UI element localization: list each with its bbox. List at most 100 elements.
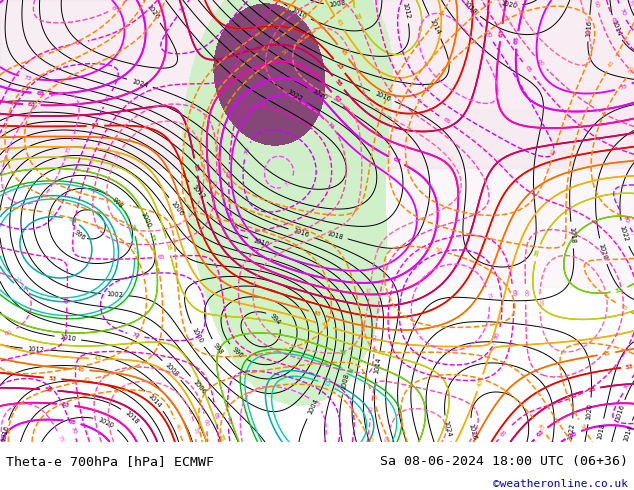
Text: 53: 53	[48, 375, 56, 381]
Text: 70: 70	[225, 416, 231, 424]
Text: 65: 65	[500, 428, 509, 438]
Text: 1024: 1024	[131, 78, 149, 89]
Text: 65: 65	[65, 294, 70, 302]
Text: 50: 50	[281, 47, 291, 55]
Text: 38: 38	[165, 243, 172, 251]
Text: 48: 48	[602, 350, 611, 357]
Text: 55: 55	[192, 426, 198, 434]
Text: 996: 996	[73, 229, 86, 241]
Text: 55: 55	[113, 150, 122, 160]
Text: 1010: 1010	[252, 237, 269, 248]
Text: 75: 75	[284, 179, 293, 188]
Text: 65: 65	[213, 411, 219, 419]
Text: 1010: 1010	[59, 334, 77, 343]
Text: 75: 75	[627, 0, 634, 7]
Text: 50: 50	[434, 247, 443, 254]
Text: 55: 55	[385, 434, 391, 442]
Text: 1026: 1026	[468, 422, 478, 440]
Text: 55: 55	[583, 16, 589, 25]
Text: 33: 33	[337, 349, 346, 357]
Text: 68: 68	[569, 431, 578, 439]
Text: 68: 68	[36, 91, 44, 96]
Text: 63: 63	[333, 95, 342, 104]
Text: 63: 63	[536, 429, 545, 438]
Text: 1020: 1020	[586, 402, 593, 420]
Text: 1012: 1012	[401, 1, 411, 19]
Text: 1012: 1012	[190, 184, 206, 200]
Text: 60: 60	[536, 58, 545, 67]
Text: 58: 58	[334, 78, 343, 87]
Text: 1014: 1014	[146, 392, 162, 409]
Text: 1018: 1018	[326, 230, 344, 240]
Text: 45: 45	[619, 303, 628, 312]
Text: 63: 63	[498, 28, 504, 37]
Text: 1008: 1008	[328, 0, 346, 8]
Text: 58: 58	[587, 386, 596, 392]
Text: 1016: 1016	[615, 404, 626, 421]
Text: 23: 23	[16, 284, 26, 293]
Text: 60: 60	[203, 418, 209, 427]
Text: 75: 75	[65, 145, 72, 154]
Text: 58: 58	[587, 386, 596, 392]
Text: 43: 43	[335, 18, 344, 27]
Text: 1004: 1004	[307, 397, 320, 416]
Text: 1014: 1014	[429, 18, 441, 35]
Text: 68: 68	[569, 431, 578, 439]
Text: 68: 68	[392, 157, 401, 165]
Text: 45: 45	[82, 377, 91, 383]
Text: 50: 50	[36, 53, 45, 60]
Text: 70: 70	[483, 29, 492, 39]
Text: 45: 45	[370, 393, 377, 402]
Text: 48: 48	[313, 310, 322, 317]
Text: 1022: 1022	[619, 224, 630, 243]
Text: 27: 27	[131, 245, 137, 254]
Text: 73: 73	[619, 83, 628, 91]
Text: 55: 55	[537, 299, 542, 307]
Text: 70: 70	[131, 332, 140, 339]
Text: 58: 58	[45, 387, 53, 393]
Text: 58: 58	[334, 78, 343, 87]
Text: 65: 65	[157, 254, 165, 260]
Text: 1016: 1016	[585, 20, 592, 37]
Text: 1018: 1018	[124, 410, 139, 426]
Text: 65: 65	[524, 65, 533, 74]
Text: 53: 53	[626, 364, 634, 369]
Text: 45: 45	[261, 44, 269, 52]
Text: 60: 60	[373, 333, 378, 342]
Text: 70: 70	[621, 215, 630, 224]
Text: 53: 53	[335, 61, 344, 71]
Text: 1000: 1000	[190, 327, 204, 344]
Text: 1020: 1020	[97, 416, 115, 429]
Text: 28: 28	[129, 223, 136, 232]
Text: 50: 50	[47, 210, 55, 217]
Text: 1006: 1006	[191, 378, 207, 395]
Text: 1000: 1000	[139, 211, 152, 229]
Text: 22: 22	[322, 381, 331, 389]
Text: 63: 63	[536, 429, 545, 438]
Text: 63: 63	[498, 28, 504, 37]
Text: 63: 63	[61, 402, 70, 408]
Text: 75: 75	[485, 292, 491, 300]
Text: 65: 65	[442, 117, 451, 125]
Text: 63: 63	[28, 102, 36, 107]
Text: 60: 60	[213, 179, 219, 187]
Text: 1014: 1014	[373, 356, 382, 374]
Text: 58: 58	[45, 387, 53, 393]
Text: 23: 23	[322, 376, 332, 384]
Text: 1006: 1006	[170, 200, 184, 217]
Text: 1008: 1008	[340, 372, 350, 391]
Text: 33: 33	[148, 234, 155, 243]
Text: 68: 68	[392, 157, 401, 165]
Text: 50: 50	[628, 66, 634, 75]
Text: 22: 22	[13, 276, 22, 285]
Text: 1014: 1014	[622, 424, 633, 442]
Text: 73: 73	[23, 74, 32, 81]
Text: 43: 43	[93, 356, 101, 361]
Text: 18: 18	[67, 217, 76, 224]
Text: 70: 70	[178, 5, 186, 14]
Text: 45: 45	[607, 59, 616, 68]
Text: 43: 43	[93, 356, 101, 361]
Text: 58: 58	[193, 163, 199, 172]
Text: 48: 48	[339, 47, 347, 56]
Text: Theta-e 700hPa [hPa] ECMWF: Theta-e 700hPa [hPa] ECMWF	[6, 455, 214, 467]
